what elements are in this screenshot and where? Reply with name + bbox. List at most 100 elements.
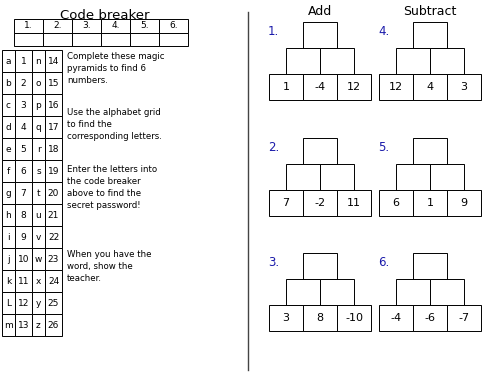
Bar: [2, 292, 15, 314]
Bar: [2, 226, 15, 248]
Bar: [15, 314, 32, 336]
Bar: [15, 138, 32, 160]
Bar: [45, 50, 62, 72]
Bar: [303, 305, 337, 331]
Text: 5: 5: [20, 144, 26, 153]
Text: 1: 1: [426, 198, 434, 208]
Text: 4.: 4.: [111, 21, 120, 30]
Text: Code breaker: Code breaker: [60, 9, 150, 22]
Bar: [396, 279, 430, 305]
Bar: [303, 138, 337, 164]
Bar: [32, 314, 45, 336]
Bar: [2, 270, 15, 292]
Text: 3.: 3.: [82, 21, 91, 30]
Bar: [32, 116, 45, 138]
Text: -4: -4: [314, 82, 326, 92]
Bar: [2, 204, 15, 226]
Bar: [2, 248, 15, 270]
Bar: [396, 48, 430, 74]
Text: v: v: [36, 232, 41, 242]
Bar: [413, 138, 447, 164]
Text: c: c: [6, 100, 11, 109]
Bar: [72, 19, 101, 33]
Bar: [269, 305, 303, 331]
Bar: [413, 305, 447, 331]
Bar: [303, 22, 337, 48]
Text: r: r: [36, 144, 40, 153]
Text: 19: 19: [48, 166, 60, 176]
Bar: [379, 190, 413, 216]
Text: 6.: 6.: [169, 21, 178, 30]
Text: 6: 6: [20, 166, 26, 176]
Bar: [2, 138, 15, 160]
Bar: [337, 74, 371, 100]
Bar: [303, 253, 337, 279]
Bar: [43, 19, 72, 33]
Bar: [379, 74, 413, 100]
Bar: [2, 72, 15, 94]
Text: 13: 13: [18, 321, 29, 330]
Bar: [15, 270, 32, 292]
Bar: [15, 182, 32, 204]
Bar: [15, 50, 32, 72]
Bar: [72, 33, 101, 46]
Bar: [396, 164, 430, 190]
Bar: [101, 19, 130, 33]
Text: o: o: [36, 78, 41, 87]
Text: 7: 7: [20, 189, 26, 198]
Bar: [45, 138, 62, 160]
Bar: [2, 182, 15, 204]
Text: s: s: [36, 166, 41, 176]
Bar: [15, 248, 32, 270]
Text: 5.: 5.: [378, 141, 389, 154]
Bar: [45, 94, 62, 116]
Text: m: m: [4, 321, 13, 330]
Bar: [337, 305, 371, 331]
Text: 8: 8: [20, 210, 26, 219]
Bar: [447, 305, 481, 331]
Text: a: a: [6, 57, 11, 66]
Bar: [32, 138, 45, 160]
Text: 11: 11: [347, 198, 361, 208]
Bar: [14, 19, 43, 33]
Bar: [413, 74, 447, 100]
Text: -2: -2: [314, 198, 326, 208]
Bar: [101, 33, 130, 46]
Text: u: u: [36, 210, 42, 219]
Bar: [45, 292, 62, 314]
Text: 26: 26: [48, 321, 59, 330]
Bar: [32, 50, 45, 72]
Text: 24: 24: [48, 276, 59, 285]
Text: 14: 14: [48, 57, 59, 66]
Text: 9: 9: [20, 232, 26, 242]
Text: -6: -6: [424, 313, 436, 323]
Text: 7: 7: [282, 198, 290, 208]
Text: 21: 21: [48, 210, 59, 219]
Text: 20: 20: [48, 189, 59, 198]
Text: i: i: [7, 232, 10, 242]
Bar: [32, 270, 45, 292]
Text: 1.: 1.: [24, 21, 33, 30]
Bar: [45, 314, 62, 336]
Text: 12: 12: [18, 298, 29, 307]
Text: p: p: [36, 100, 42, 109]
Bar: [379, 305, 413, 331]
Bar: [130, 19, 159, 33]
Text: Use the alphabet grid
to find the
corresponding letters.: Use the alphabet grid to find the corres…: [67, 108, 162, 141]
Text: When you have the
word, show the
teacher.: When you have the word, show the teacher…: [67, 250, 152, 283]
Bar: [32, 182, 45, 204]
Text: 11: 11: [18, 276, 29, 285]
Bar: [320, 48, 354, 74]
Text: g: g: [6, 189, 12, 198]
Bar: [43, 33, 72, 46]
Text: Enter the letters into
the code breaker
above to find the
secret password!: Enter the letters into the code breaker …: [67, 165, 157, 210]
Bar: [15, 226, 32, 248]
Text: Complete these magic
pyramids to find 6
numbers.: Complete these magic pyramids to find 6 …: [67, 52, 164, 85]
Text: b: b: [6, 78, 12, 87]
Bar: [45, 182, 62, 204]
Bar: [159, 33, 188, 46]
Text: 9: 9: [460, 198, 468, 208]
Text: 1: 1: [20, 57, 26, 66]
Bar: [32, 292, 45, 314]
Bar: [15, 116, 32, 138]
